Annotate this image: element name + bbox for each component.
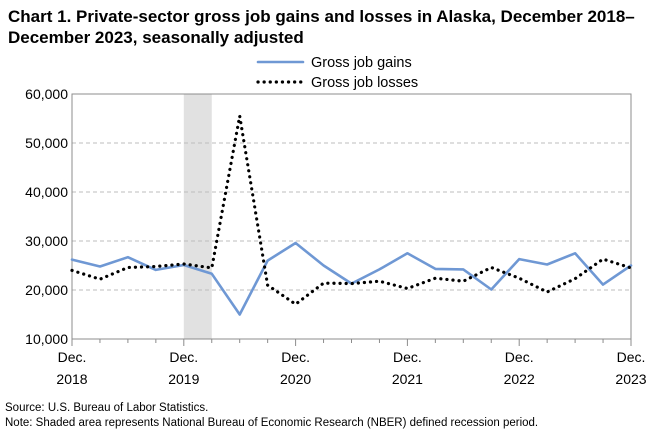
y-tick-label: 50,000 — [25, 135, 68, 151]
y-tick-label: 30,000 — [25, 233, 68, 249]
line-chart: 10,000 20,000 30,000 40,000 50,000 60,000 Dec… — [25, 55, 647, 387]
y-tick-label: 20,000 — [25, 282, 68, 298]
y-tick-label: 60,000 — [25, 86, 68, 102]
recession-note: Note: Shaded area represents National Bu… — [5, 417, 539, 429]
x-tick-label-month: Dec. — [169, 349, 198, 365]
x-tick-label-month: Dec. — [505, 349, 534, 365]
x-tick-label-month: Dec. — [617, 349, 646, 365]
x-tick-label-month: Dec. — [58, 349, 87, 365]
x-tick-label-month: Dec. — [393, 349, 422, 365]
x-tick-label-year: 2022 — [504, 371, 535, 387]
legend-label: Gross job gains — [311, 55, 412, 71]
chart-notes: Source: U.S. Bureau of Labor Statistics.… — [5, 401, 538, 431]
plot-area-border — [71, 93, 632, 340]
x-tick-label-month: Dec. — [281, 349, 310, 365]
legend-label: Gross job losses — [311, 75, 418, 91]
x-tick-label-year: 2020 — [280, 371, 311, 387]
y-tick-label: 10,000 — [25, 331, 68, 347]
x-tick-label-year: 2021 — [392, 371, 423, 387]
series-line-gains — [70, 241, 633, 316]
x-tick-label-year: 2023 — [615, 371, 646, 387]
y-tick-label: 40,000 — [25, 184, 68, 200]
source-note: Source: U.S. Bureau of Labor Statistics. — [5, 402, 209, 414]
x-tick-label-year: 2019 — [168, 371, 199, 387]
series-line-losses — [70, 114, 633, 306]
x-tick-label-year: 2018 — [56, 371, 87, 387]
recession-shading — [183, 94, 212, 339]
chart-title: Chart 1. Private-sector gross job gains … — [8, 7, 635, 47]
